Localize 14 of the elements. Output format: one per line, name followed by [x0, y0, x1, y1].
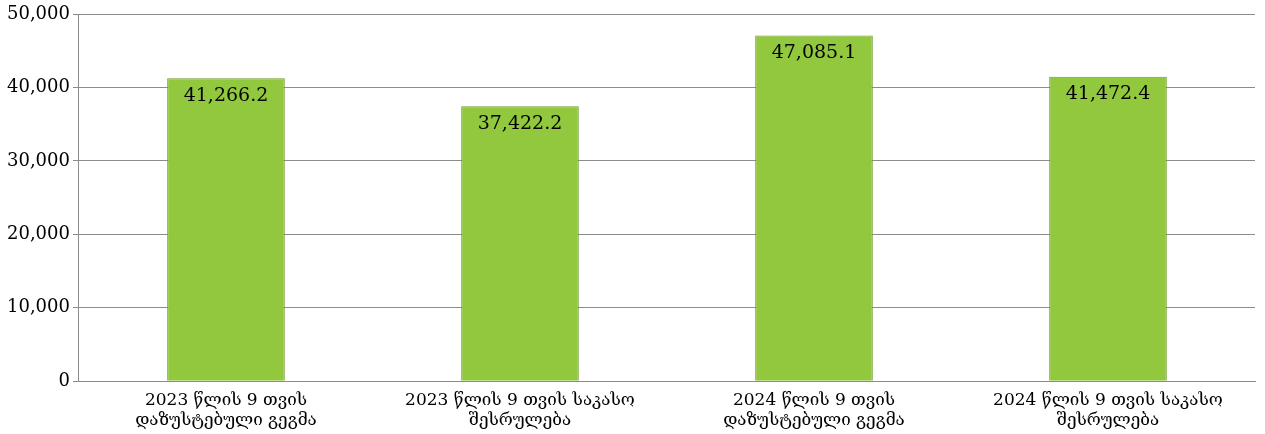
x-tick-label: 2023 წლის 9 თვის დაზუსტებული გეგმა [135, 388, 317, 430]
y-tick-label: 20,000 [7, 221, 70, 243]
x-tick-label: 2023 წლის 9 თვის საკასო შესრულება [405, 388, 635, 430]
y-tick-label: 0 [58, 368, 70, 390]
data-label: 41,472.4 [1065, 81, 1151, 104]
data-label: 47,085.1 [771, 39, 857, 62]
y-tick-label: 10,000 [7, 295, 70, 317]
y-tick-label: 30,000 [7, 148, 70, 170]
data-label: 37,422.2 [477, 110, 563, 133]
y-tick-label: 40,000 [7, 75, 70, 97]
y-tick-label: 50,000 [7, 1, 70, 23]
x-tick-label: 2024 წლის 9 თვის დაზუსტებული გეგმა [723, 388, 905, 430]
x-tick-label: 2024 წლის 9 თვის საკასო შესრულება [993, 388, 1223, 430]
data-label: 41,266.2 [183, 82, 269, 105]
